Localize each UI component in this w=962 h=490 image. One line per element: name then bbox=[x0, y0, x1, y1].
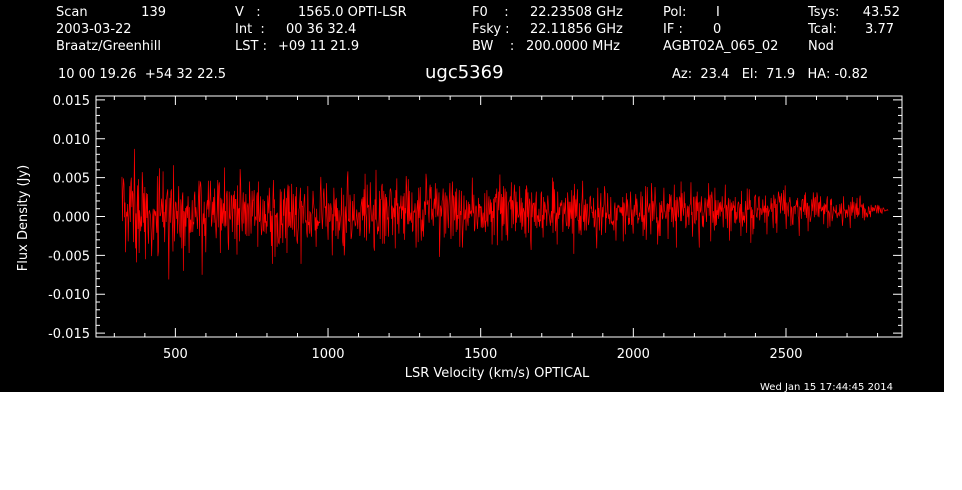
x-tick-label: 2000 bbox=[617, 347, 650, 362]
spectrum-panel: Scan 139 2003-03-22 Braatz/Greenhill V :… bbox=[0, 0, 944, 393]
scan-value: 139 bbox=[141, 5, 166, 20]
observing-mode: Nod bbox=[808, 39, 834, 54]
velocity-label: V : bbox=[235, 5, 261, 20]
tcal-label: Tcal: bbox=[808, 22, 837, 37]
polarization-label: Pol: bbox=[663, 5, 687, 20]
integration-label: Int : bbox=[235, 22, 265, 37]
integration-value: 00 36 32.4 bbox=[286, 22, 357, 37]
y-tick-label: -0.010 bbox=[48, 288, 90, 303]
y-tick-labels: -0.015 -0.010 -0.005 0.000 0.005 0.010 0.015 bbox=[48, 94, 90, 342]
polarization-value: I bbox=[716, 5, 720, 20]
tsys-value: 43.52 bbox=[862, 5, 900, 20]
if-value: 0 bbox=[713, 22, 722, 37]
bandwidth-value: 200.0000 MHz bbox=[526, 39, 620, 54]
source-name: ugc5369 bbox=[425, 62, 504, 83]
bandwidth-label: BW : bbox=[472, 39, 515, 54]
velocity-value: 1565.0 OPTI-LSR bbox=[298, 5, 407, 20]
az-el-ha-readout: Az: 23.4 El: 71.9 HA: -0.82 bbox=[672, 67, 869, 82]
observation-date: 2003-03-22 bbox=[56, 22, 132, 37]
if-label: IF : bbox=[663, 22, 683, 37]
x-tick-label: 1500 bbox=[464, 347, 497, 362]
x-tick-marks bbox=[113, 96, 879, 337]
x-tick-label: 500 bbox=[163, 347, 188, 362]
fsky-value: 22.11856 GHz bbox=[530, 22, 623, 37]
y-tick-label: -0.005 bbox=[48, 249, 90, 264]
tcal-value: 3.77 bbox=[865, 22, 894, 37]
y-tick-label: 0.015 bbox=[53, 94, 90, 109]
lst-value: +09 11 21.9 bbox=[278, 39, 360, 54]
plot-timestamp: Wed Jan 15 17:44:45 2014 bbox=[760, 382, 894, 393]
y-tick-label: 0.005 bbox=[53, 172, 90, 187]
y-tick-label: 0.010 bbox=[53, 133, 90, 148]
project-id: AGBT02A_065_02 bbox=[663, 39, 779, 54]
fsky-label: Fsky : bbox=[472, 22, 510, 37]
f0-value: 22.23508 GHz bbox=[530, 5, 623, 20]
spectrum-plot: 500 1000 1500 2000 2500 -0.015 -0.010 -0.005 0.… bbox=[16, 94, 903, 381]
f0-label: F0 : bbox=[472, 5, 509, 20]
y-tick-marks bbox=[96, 99, 902, 334]
x-tick-labels: 500 1000 1500 2000 2500 bbox=[163, 347, 803, 362]
source-coordinates: 10 00 19.26 +54 32 22.5 bbox=[58, 67, 227, 82]
y-tick-label: -0.015 bbox=[48, 327, 90, 342]
y-axis-title: Flux Density (Jy) bbox=[16, 165, 31, 271]
observer-names: Braatz/Greenhill bbox=[56, 39, 161, 54]
y-tick-label: 0.000 bbox=[53, 211, 90, 226]
x-axis-title: LSR Velocity (km/s) OPTICAL bbox=[405, 366, 590, 381]
lst-label: LST : bbox=[235, 39, 267, 54]
spectrum-trace-0 bbox=[121, 148, 889, 280]
x-tick-label: 1000 bbox=[311, 347, 344, 362]
tsys-label: Tsys: bbox=[808, 5, 840, 20]
scan-label: Scan bbox=[56, 5, 88, 20]
x-tick-label: 2500 bbox=[769, 347, 802, 362]
trace-layer bbox=[121, 148, 889, 280]
